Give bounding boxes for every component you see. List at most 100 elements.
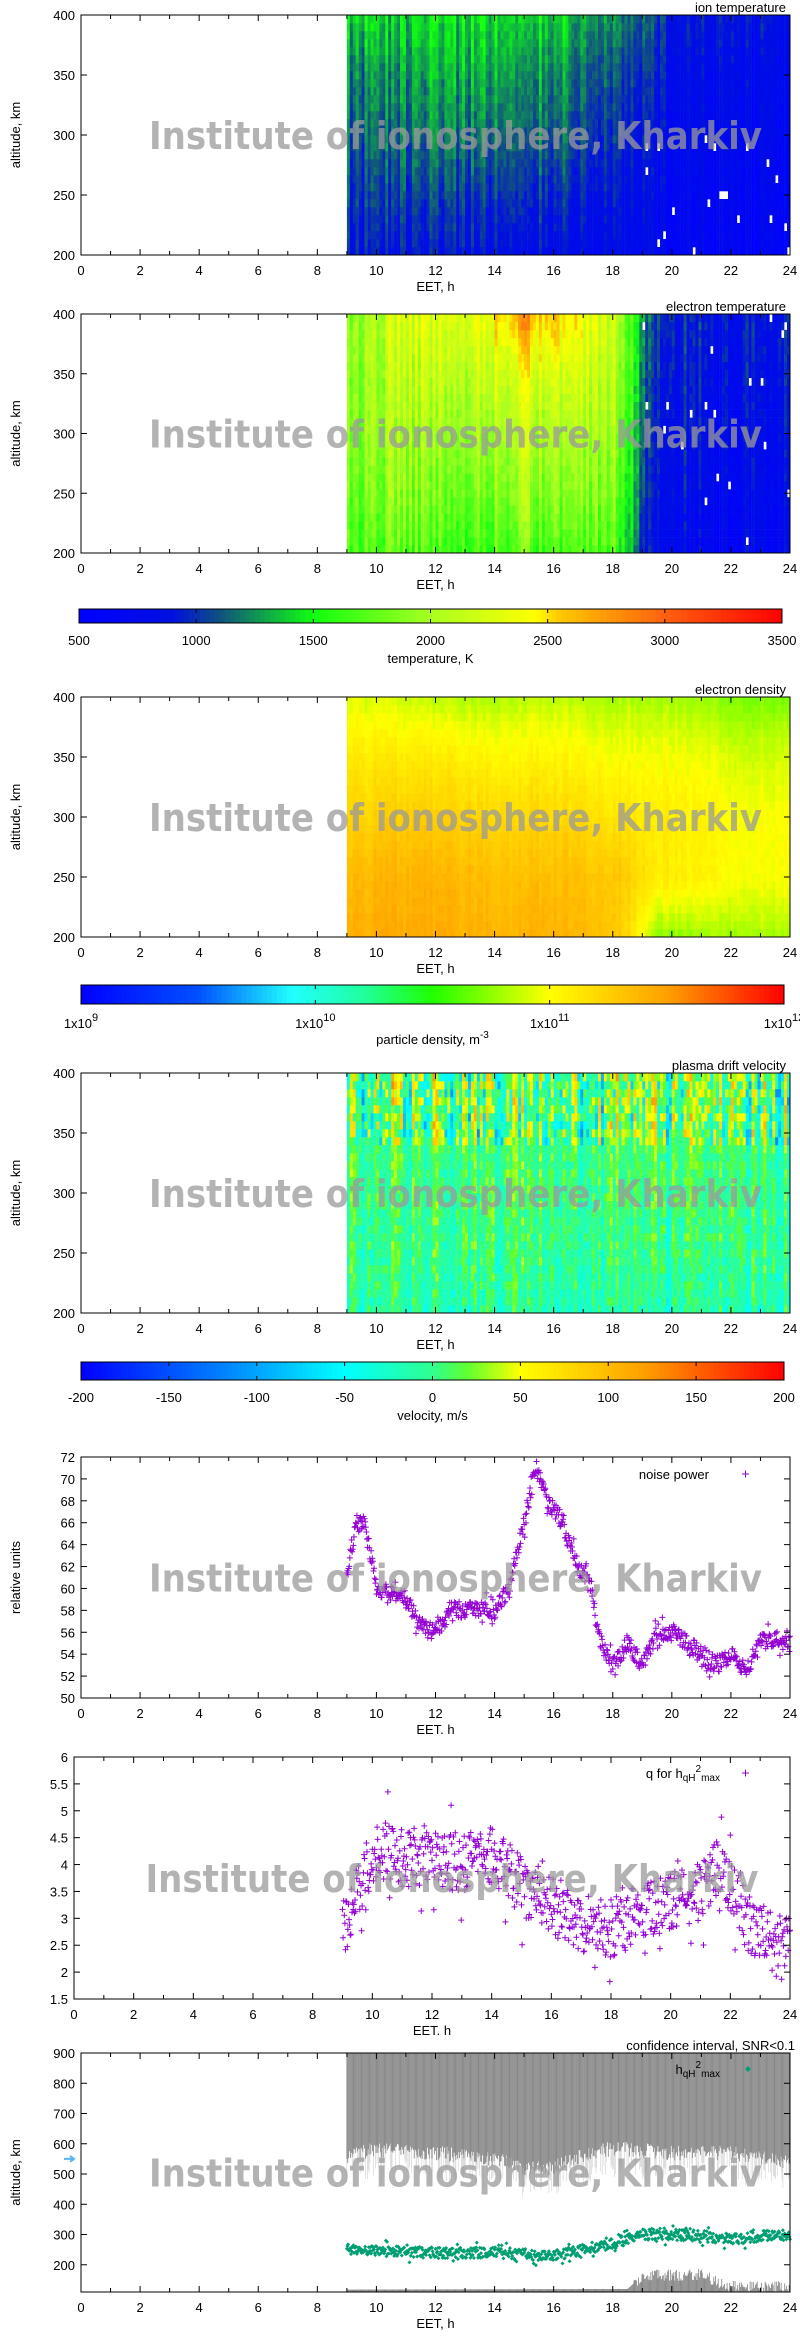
heatmap-cell (554, 239, 557, 247)
heatmap-cell (444, 79, 447, 87)
heatmap-cell (462, 39, 465, 47)
heatmap-cell (388, 223, 391, 231)
heatmap-cell (415, 63, 418, 71)
heatmap-cell (465, 183, 468, 191)
heatmap-cell (527, 223, 530, 231)
heatmap-cell (642, 175, 645, 183)
heatmap-cell (415, 87, 418, 95)
heatmap-cell (403, 23, 406, 31)
heatmap-cell (400, 55, 403, 63)
heatmap-cell (684, 55, 687, 63)
heatmap-cell (506, 15, 509, 23)
heatmap-cell (430, 199, 433, 207)
heatmap-cell (669, 191, 672, 199)
heatmap-cell (560, 223, 563, 231)
heatmap-cell (610, 103, 613, 111)
heatmap-cell (660, 215, 663, 223)
heatmap-cell (415, 247, 418, 255)
heatmap-cell (568, 239, 571, 247)
heatmap-cell (456, 183, 459, 191)
heatmap-cell (498, 95, 501, 103)
heatmap-cell (566, 23, 569, 31)
heatmap-cell (651, 103, 654, 111)
heatmap-cell (595, 95, 598, 103)
heatmap-cell (418, 95, 421, 103)
heatmap-cell (521, 47, 524, 55)
heatmap-cell (631, 31, 634, 39)
heatmap-cell (551, 183, 554, 191)
heatmap-cell (696, 87, 699, 95)
heatmap-cell (347, 95, 350, 103)
heatmap-cell (619, 191, 622, 199)
heatmap-cell (678, 231, 681, 239)
heatmap-cell (441, 103, 444, 111)
heatmap-cell (406, 23, 409, 31)
heatmap-cell (483, 231, 486, 239)
heatmap-cell (681, 103, 684, 111)
heatmap-cell (509, 55, 512, 63)
heatmap-cell (506, 215, 509, 223)
heatmap-cell (536, 199, 539, 207)
heatmap-cell (480, 199, 483, 207)
heatmap-cell (456, 103, 459, 111)
heatmap-cell (506, 103, 509, 111)
heatmap-cell (595, 175, 598, 183)
heatmap-cell (687, 175, 690, 183)
heatmap-cell (527, 215, 530, 223)
heatmap-cell (368, 167, 371, 175)
heatmap-cell (684, 183, 687, 191)
heatmap-cell (684, 31, 687, 39)
heatmap-cell (648, 215, 651, 223)
heatmap-cell (518, 31, 521, 39)
heatmap-cell (642, 103, 645, 111)
heatmap-cell (675, 247, 678, 255)
heatmap-cell (418, 167, 421, 175)
heatmap-cell (687, 103, 690, 111)
heatmap-cell (453, 223, 456, 231)
heatmap-cell (362, 175, 365, 183)
heatmap-cell (376, 175, 379, 183)
heatmap-cell (376, 223, 379, 231)
heatmap-cell (613, 159, 616, 167)
heatmap-cell (379, 239, 382, 247)
heatmap-cell (474, 223, 477, 231)
heatmap-cell (512, 15, 515, 23)
heatmap-cell (651, 191, 654, 199)
heatmap-cell (459, 47, 462, 55)
heatmap-cell (397, 55, 400, 63)
heatmap-cell (666, 175, 669, 183)
heatmap-cell (566, 39, 569, 47)
heatmap-cell (639, 23, 642, 31)
heatmap-cell (374, 47, 377, 55)
heatmap-cell (669, 79, 672, 87)
heatmap-cell (412, 191, 415, 199)
heatmap-cell (406, 215, 409, 223)
heatmap-cell (498, 39, 501, 47)
heatmap-cell (533, 159, 536, 167)
heatmap-cell (533, 103, 536, 111)
heatmap-cell (589, 175, 592, 183)
heatmap-cell (687, 183, 690, 191)
heatmap-cell (498, 31, 501, 39)
heatmap-cell (669, 215, 672, 223)
heatmap-cell (418, 103, 421, 111)
heatmap-cell (589, 39, 592, 47)
heatmap-cell (362, 231, 365, 239)
heatmap-cell (542, 239, 545, 247)
heatmap-cell (669, 239, 672, 247)
heatmap-cell (586, 175, 589, 183)
heatmap-cell (471, 207, 474, 215)
heatmap-cell (530, 63, 533, 71)
heatmap-cell (439, 95, 442, 103)
heatmap-cell (465, 223, 468, 231)
heatmap-cell (598, 183, 601, 191)
heatmap-cell (639, 215, 642, 223)
heatmap-cell (521, 31, 524, 39)
heatmap-cell (548, 31, 551, 39)
heatmap-cell (371, 223, 374, 231)
heatmap-cell (409, 103, 412, 111)
heatmap-cell (577, 95, 580, 103)
heatmap-cell (577, 191, 580, 199)
heatmap-cell (486, 31, 489, 39)
heatmap-cell (477, 63, 480, 71)
